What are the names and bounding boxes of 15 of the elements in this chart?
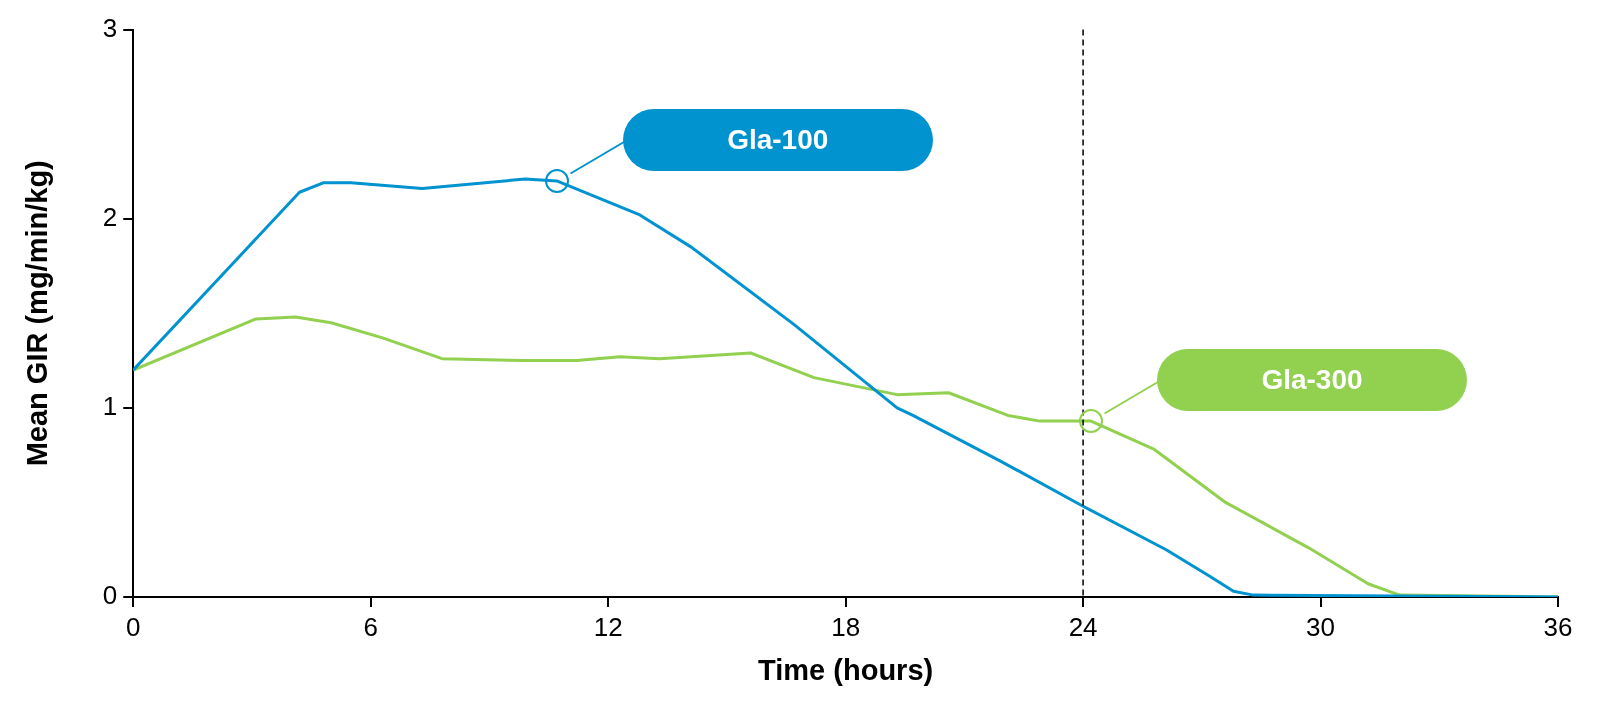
y-tick-label: 2 bbox=[102, 201, 118, 232]
x-tick-label: 0 bbox=[126, 611, 141, 642]
x-tick-label: 36 bbox=[1543, 611, 1573, 642]
text: Gla-100 bbox=[727, 123, 829, 156]
x-tick-label: 12 bbox=[593, 611, 623, 642]
x-tick-label: 24 bbox=[1068, 611, 1098, 642]
y-tick-label: 1 bbox=[102, 391, 118, 422]
x-tick-label: 18 bbox=[831, 611, 861, 642]
text: Gla-300 bbox=[1261, 364, 1363, 397]
y-axis-title: Mean GIR (mg/min/kg) bbox=[21, 160, 54, 467]
x-tick-label: 30 bbox=[1306, 611, 1335, 642]
x-tick-label: 6 bbox=[363, 611, 378, 642]
y-tick-label: 3 bbox=[102, 12, 118, 43]
x-axis-title: Time (hours) bbox=[758, 653, 934, 686]
y-tick-label: 0 bbox=[102, 580, 118, 611]
